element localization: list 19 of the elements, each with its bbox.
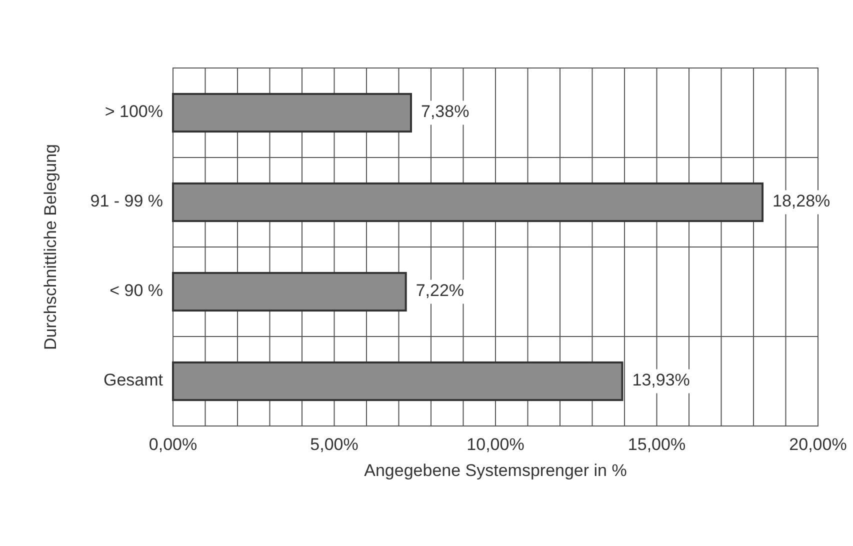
bar	[172, 92, 412, 133]
x-tick-label: 20,00%	[789, 435, 847, 454]
data-label: 7,38%	[421, 102, 470, 122]
x-tick-label: 15,00%	[628, 435, 686, 454]
y-tick-label: 91 - 99 %	[90, 192, 163, 211]
bar	[172, 361, 624, 402]
data-label: 18,28%	[772, 192, 830, 211]
data-label: 13,93%	[632, 370, 690, 390]
y-tick-label: > 100%	[104, 102, 163, 122]
x-tick-label: 5,00%	[310, 435, 358, 454]
y-tick-label: Gesamt	[103, 370, 164, 390]
x-axis-title: Angegebene Systemsprenger in %	[364, 461, 627, 480]
bar	[172, 272, 407, 312]
bar	[172, 182, 764, 222]
y-axis-title: Durchschnittliche Belegung	[41, 144, 60, 350]
data-label: 7,22%	[416, 281, 464, 300]
x-tick-label: 0,00%	[148, 435, 198, 454]
x-tick-label: 10,00%	[466, 435, 524, 454]
y-tick-label: < 90 %	[110, 281, 163, 300]
